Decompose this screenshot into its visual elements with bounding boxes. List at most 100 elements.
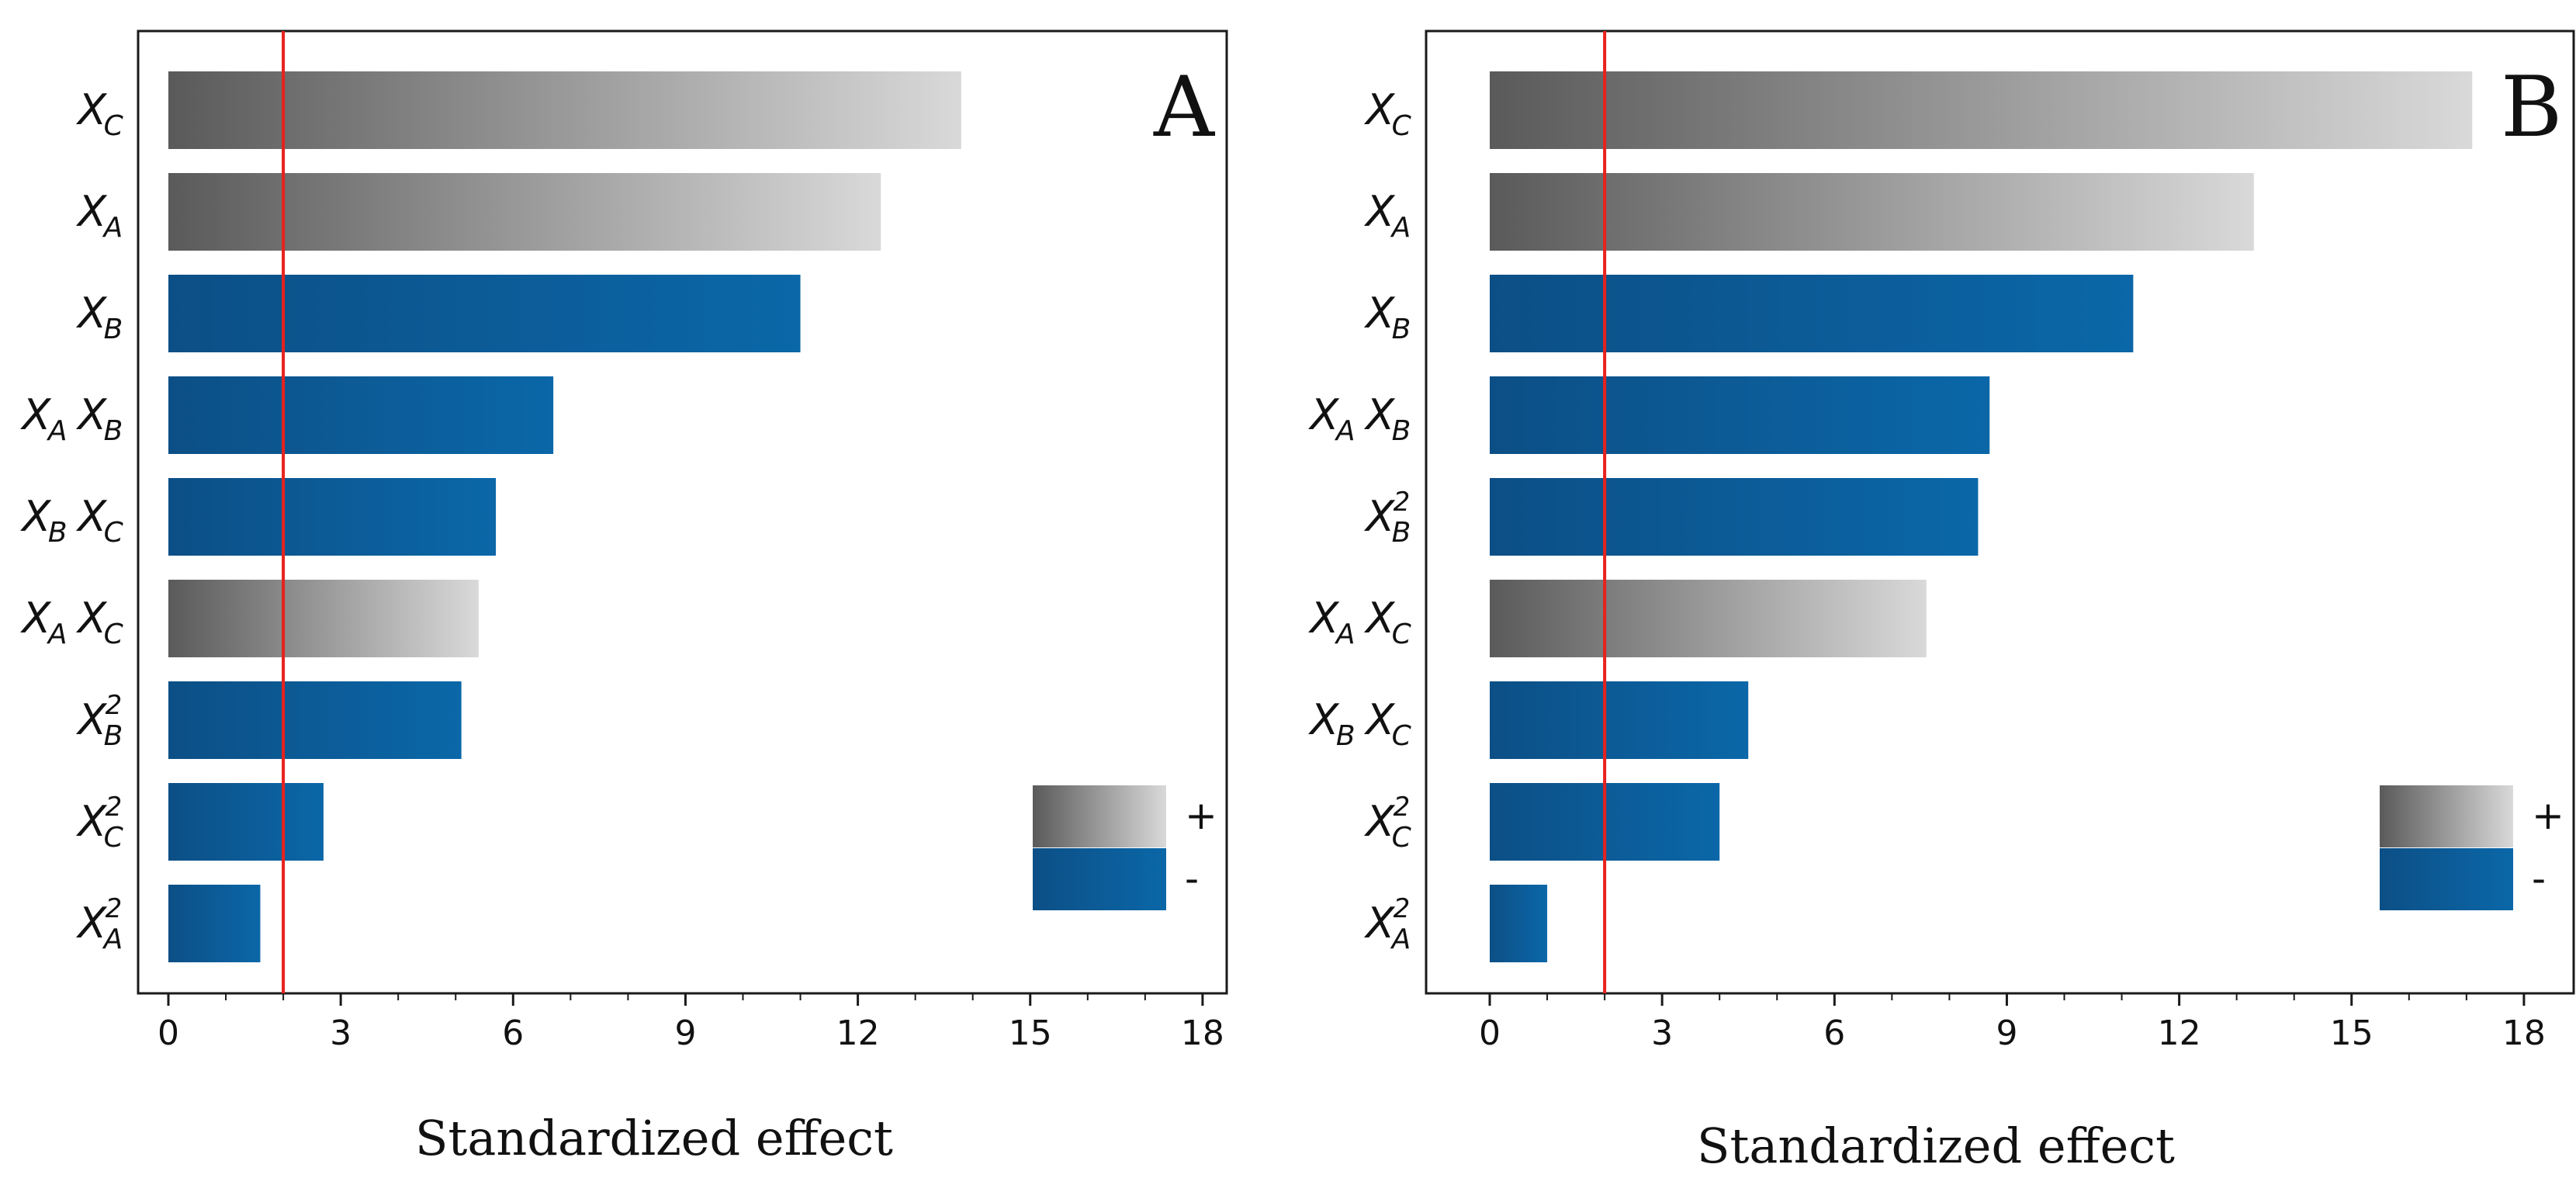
y-tick-label: XB [1363, 289, 1411, 345]
svg-text:B: B [104, 720, 123, 752]
svg-text:B: B [1392, 314, 1411, 345]
svg-text:2: 2 [1394, 893, 1411, 924]
x-tick-label: 0 [158, 1014, 179, 1053]
x-tick-label: 15 [1009, 1014, 1052, 1053]
svg-text:A: A [1390, 212, 1411, 244]
x-tick-label: 6 [1823, 1014, 1845, 1053]
svg-text:B: B [1392, 517, 1411, 549]
svg-text:B: B [104, 314, 123, 345]
bar-a [1490, 173, 2254, 251]
legend-label: - [1185, 856, 1199, 901]
svg-text:X: X [75, 695, 107, 744]
svg-text:B: B [1336, 720, 1356, 752]
y-tick-label: XC2 [1363, 792, 1411, 854]
y-tick-label: XC [1363, 85, 1411, 142]
svg-text:X: X [75, 187, 107, 236]
svg-text:X: X [1363, 187, 1395, 236]
bar-b [1490, 275, 2134, 352]
y-tick-label: XB [75, 289, 123, 345]
bar-ac [1490, 580, 1927, 657]
svg-text:C: C [1392, 110, 1412, 142]
x-axis-label: Standardized effect [1697, 1118, 2175, 1174]
svg-text:X: X [19, 492, 51, 541]
bar-c [168, 71, 961, 149]
bar-b-sq [1490, 478, 1979, 556]
svg-text:X: X [75, 594, 107, 643]
svg-text:X: X [1307, 594, 1339, 643]
bar-c-sq [168, 783, 324, 861]
svg-text:2: 2 [106, 690, 123, 721]
y-tick-label: XB2 [75, 690, 123, 752]
bar-b-sq [168, 681, 462, 759]
panel-label: B [2501, 59, 2562, 156]
svg-text:A: A [1335, 619, 1356, 650]
y-tick-label: XB2 [1363, 487, 1411, 549]
y-tick-label: XA2 [1363, 893, 1411, 955]
svg-text:B: B [48, 517, 68, 549]
svg-text:X: X [1363, 492, 1395, 541]
bar-bc [1490, 681, 1749, 759]
x-tick-label: 15 [2330, 1014, 2373, 1053]
x-tick-label: 9 [674, 1014, 696, 1053]
svg-text:X: X [1307, 390, 1339, 439]
bar-b [168, 275, 801, 352]
y-tick-label: XA XC [19, 594, 123, 650]
svg-text:X: X [1363, 797, 1395, 846]
svg-text:X: X [19, 594, 51, 643]
svg-text:A: A [102, 923, 123, 955]
svg-text:C: C [104, 517, 124, 549]
svg-text:X: X [75, 899, 107, 948]
x-tick-label: 12 [836, 1014, 880, 1053]
svg-text:A: A [47, 415, 68, 447]
svg-text:C: C [104, 822, 124, 854]
y-tick-label: XA XB [19, 390, 123, 447]
x-tick-label: 0 [1479, 1014, 1501, 1053]
legend-label: + [2532, 793, 2564, 838]
x-axis-label: Standardized effect [415, 1110, 893, 1166]
bar-a-sq [1490, 885, 1548, 962]
legend-label: + [1185, 793, 1217, 838]
svg-text:X: X [1363, 899, 1395, 948]
y-tick-label: XA XB [1307, 390, 1411, 447]
svg-text:X: X [75, 797, 107, 846]
svg-text:A: A [102, 212, 123, 244]
svg-text:B: B [104, 415, 123, 447]
panel-label: A [1153, 59, 1216, 156]
y-tick-label: XC [75, 85, 123, 142]
svg-text:X: X [75, 492, 107, 541]
bar-ac [168, 580, 479, 657]
svg-text:C: C [104, 619, 124, 650]
svg-text:X: X [1363, 390, 1395, 439]
y-tick-label: XC2 [75, 792, 123, 854]
svg-text:C: C [1392, 720, 1412, 752]
y-tick-label: XB XC [1307, 695, 1411, 752]
x-tick-label: 18 [1181, 1014, 1224, 1053]
svg-text:2: 2 [1394, 792, 1411, 823]
legend-swatch-negative [2380, 848, 2513, 910]
svg-text:X: X [1363, 594, 1395, 643]
y-tick-label: XA [75, 187, 123, 244]
svg-text:B: B [1392, 415, 1411, 447]
svg-text:A: A [1335, 415, 1356, 447]
svg-text:2: 2 [106, 792, 123, 823]
svg-text:A: A [1390, 923, 1411, 955]
x-tick-label: 6 [502, 1014, 524, 1053]
bar-ab [1490, 376, 1990, 454]
y-tick-label: XB XC [19, 492, 123, 549]
y-tick-label: XA [1363, 187, 1411, 244]
svg-text:A: A [47, 619, 68, 650]
legend-swatch-negative [1033, 848, 1166, 910]
legend-swatch-positive [1033, 785, 1166, 847]
x-tick-label: 9 [1996, 1014, 2017, 1053]
y-tick-label: XA XC [1307, 594, 1411, 650]
bar-a [168, 173, 881, 251]
bar-a-sq [168, 885, 261, 962]
svg-text:X: X [75, 85, 107, 134]
svg-text:X: X [1363, 695, 1395, 744]
x-tick-label: 3 [1651, 1014, 1673, 1053]
x-tick-label: 12 [2158, 1014, 2201, 1053]
y-tick-label: XA2 [75, 893, 123, 955]
svg-text:2: 2 [106, 893, 123, 924]
